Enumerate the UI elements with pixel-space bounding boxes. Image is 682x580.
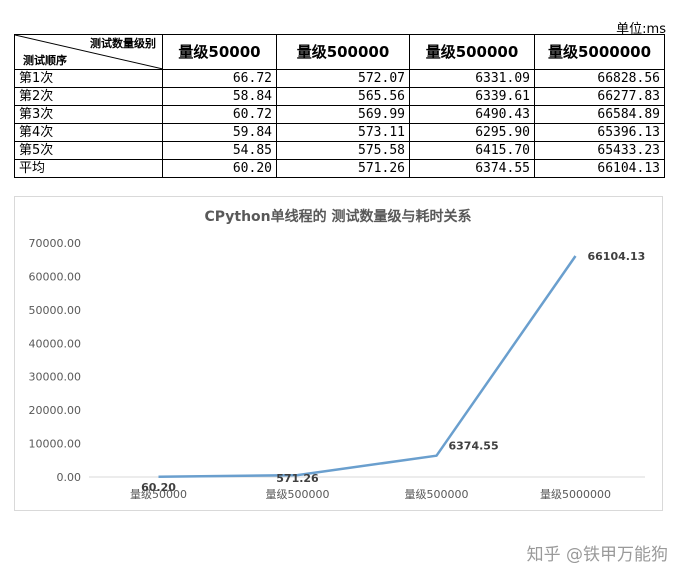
table-row: 第5次 54.85 575.58 6415.70 65433.23 xyxy=(14,141,665,160)
results-table: 测试数量级别 测试顺序 量级50000 量级500000 量级500000 量级… xyxy=(14,34,665,178)
corner-diagonal xyxy=(15,35,163,69)
column-header: 量级500000 xyxy=(409,34,535,70)
table-cell: 66104.13 xyxy=(534,159,665,178)
table-row: 第1次 66.72 572.07 6331.09 66828.56 xyxy=(14,69,665,88)
table-row: 第2次 58.84 565.56 6339.61 66277.83 xyxy=(14,87,665,106)
corner-top-label: 测试数量级别 xyxy=(90,37,156,50)
data-label: 571.26 xyxy=(276,472,319,485)
row-label: 第2次 xyxy=(14,87,163,106)
table-cell: 575.58 xyxy=(276,141,410,160)
table-cell: 59.84 xyxy=(162,123,277,142)
y-tick-label: 40000.00 xyxy=(29,337,82,350)
y-tick-label: 60000.00 xyxy=(29,270,82,283)
row-label: 第3次 xyxy=(14,105,163,124)
table-cell: 66277.83 xyxy=(534,87,665,106)
x-tick-label: 量级5000000 xyxy=(540,488,611,501)
chart-title: CPython单线程的 测试数量级与耗时关系 xyxy=(204,208,471,225)
table-cell: 60.72 xyxy=(162,105,277,124)
y-tick-label: 30000.00 xyxy=(29,371,82,384)
table-row: 第4次 59.84 573.11 6295.90 65396.13 xyxy=(14,123,665,142)
table-cell: 6374.55 xyxy=(409,159,535,178)
table-cell: 6415.70 xyxy=(409,141,535,160)
table-cell: 571.26 xyxy=(276,159,410,178)
table-cell: 6490.43 xyxy=(409,105,535,124)
chart-canvas: CPython单线程的 测试数量级与耗时关系 0.00 10000.00 20000… xyxy=(29,208,646,501)
table-cell: 66.72 xyxy=(162,69,277,88)
table-cell: 6295.90 xyxy=(409,123,535,142)
watermark: 知乎 @铁甲万能狗 xyxy=(526,545,668,565)
table-cell: 572.07 xyxy=(276,69,410,88)
table-cell: 66828.56 xyxy=(534,69,665,88)
table-row: 第3次 60.72 569.99 6490.43 66584.89 xyxy=(14,105,665,124)
y-tick-label: 10000.00 xyxy=(29,438,82,451)
row-label: 第4次 xyxy=(14,123,163,142)
table-cell: 65433.23 xyxy=(534,141,665,160)
corner-bottom-label: 测试顺序 xyxy=(23,54,67,67)
table-cell: 58.84 xyxy=(162,87,277,106)
table-cell: 6331.09 xyxy=(409,69,535,88)
y-tick-label: 50000.00 xyxy=(29,304,82,317)
data-label: 6374.55 xyxy=(449,440,499,453)
table-cell: 6339.61 xyxy=(409,87,535,106)
table-row: 平均 60.20 571.26 6374.55 66104.13 xyxy=(14,159,665,178)
data-label: 60.20 xyxy=(141,481,176,494)
table-cell: 65396.13 xyxy=(534,123,665,142)
table-header-row: 测试数量级别 测试顺序 量级50000 量级500000 量级500000 量级… xyxy=(14,34,665,70)
x-tick-label: 量级500000 xyxy=(405,488,469,501)
table-cell: 60.20 xyxy=(162,159,277,178)
row-label: 第5次 xyxy=(14,141,163,160)
column-header: 量级5000000 xyxy=(534,34,665,70)
column-header: 量级500000 xyxy=(276,34,410,70)
series-line xyxy=(158,255,577,479)
x-tick-label: 量级50000 xyxy=(130,488,187,501)
table-cell: 54.85 xyxy=(162,141,277,160)
table-cell: 569.99 xyxy=(276,105,410,124)
x-tick-label: 量级500000 xyxy=(266,488,330,501)
table-cell: 573.11 xyxy=(276,123,410,142)
row-label: 平均 xyxy=(14,159,163,178)
y-tick-label: 70000.00 xyxy=(29,237,82,250)
y-tick-label: 20000.00 xyxy=(29,404,82,417)
row-label: 第1次 xyxy=(14,69,163,88)
table-cell: 66584.89 xyxy=(534,105,665,124)
data-label: 66104.13 xyxy=(588,250,646,263)
column-header: 量级50000 xyxy=(162,34,277,70)
table-cell: 565.56 xyxy=(276,87,410,106)
y-tick-label: 0.00 xyxy=(57,471,82,484)
table-corner-cell: 测试数量级别 测试顺序 xyxy=(14,34,163,70)
unit-label: 单位:ms xyxy=(616,22,666,37)
line-chart: CPython单线程的 测试数量级与耗时关系 0.00 10000.00 20000… xyxy=(14,196,663,511)
